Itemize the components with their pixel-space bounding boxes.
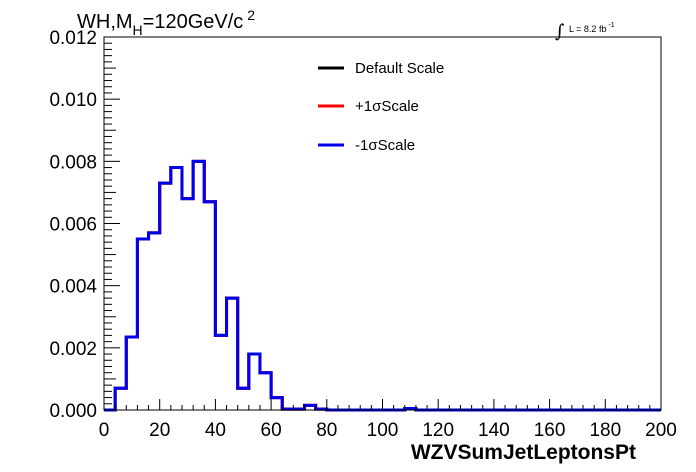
y-tick-label: 0.012 bbox=[49, 28, 97, 49]
luminosity-value: L = 8.2 fb bbox=[569, 24, 606, 34]
axis-layer: 0 20 40 60 80 100 120 140 160 180 200 0.000 0.002 0.0… bbox=[49, 28, 676, 441]
x-tick-label: 60 bbox=[261, 420, 282, 441]
y-tick-label: 0.010 bbox=[49, 90, 97, 111]
x-tick-label: 160 bbox=[534, 420, 566, 441]
y-tick-label: 0.006 bbox=[49, 215, 97, 236]
title-prefix: WH,M bbox=[77, 11, 133, 33]
title-main: =120GeV/c bbox=[143, 11, 244, 33]
x-tick-label: 200 bbox=[645, 420, 677, 441]
title-subscript: H bbox=[133, 22, 143, 38]
luminosity-text: L = 8.2 fb -1 bbox=[569, 22, 615, 34]
legend-label-2: -1σScale bbox=[355, 137, 415, 154]
title-superscript: 2 bbox=[247, 7, 255, 23]
x-tick-label: 0 bbox=[99, 420, 110, 441]
y-tick-label: 0.000 bbox=[49, 401, 97, 422]
y-tick-label: 0.002 bbox=[49, 339, 97, 360]
legend-label-0: Default Scale bbox=[355, 60, 444, 77]
x-axis-title: WZVSumJetLeptonsPt bbox=[411, 441, 636, 464]
legend: Default Scale +1σScale -1σScale bbox=[318, 60, 444, 154]
x-tick-label: 20 bbox=[149, 420, 170, 441]
chart-title: WH,MH=120GeV/c 2 bbox=[77, 7, 255, 38]
x-tick-label: 80 bbox=[316, 420, 337, 441]
x-tick-label: 180 bbox=[589, 420, 621, 441]
x-tick-label: 140 bbox=[478, 420, 510, 441]
y-tick-label: 0.008 bbox=[49, 152, 97, 173]
x-tick-label: 40 bbox=[205, 420, 226, 441]
legend-label-1: +1σScale bbox=[355, 98, 419, 115]
y-tick-label: 0.004 bbox=[49, 277, 97, 298]
x-tick-label: 120 bbox=[422, 420, 454, 441]
integral-symbol: ∫ bbox=[555, 21, 565, 42]
luminosity-label: ∫ L = 8.2 fb -1 bbox=[555, 21, 615, 42]
luminosity-exponent: -1 bbox=[608, 22, 614, 29]
x-tick-label: 100 bbox=[367, 420, 399, 441]
